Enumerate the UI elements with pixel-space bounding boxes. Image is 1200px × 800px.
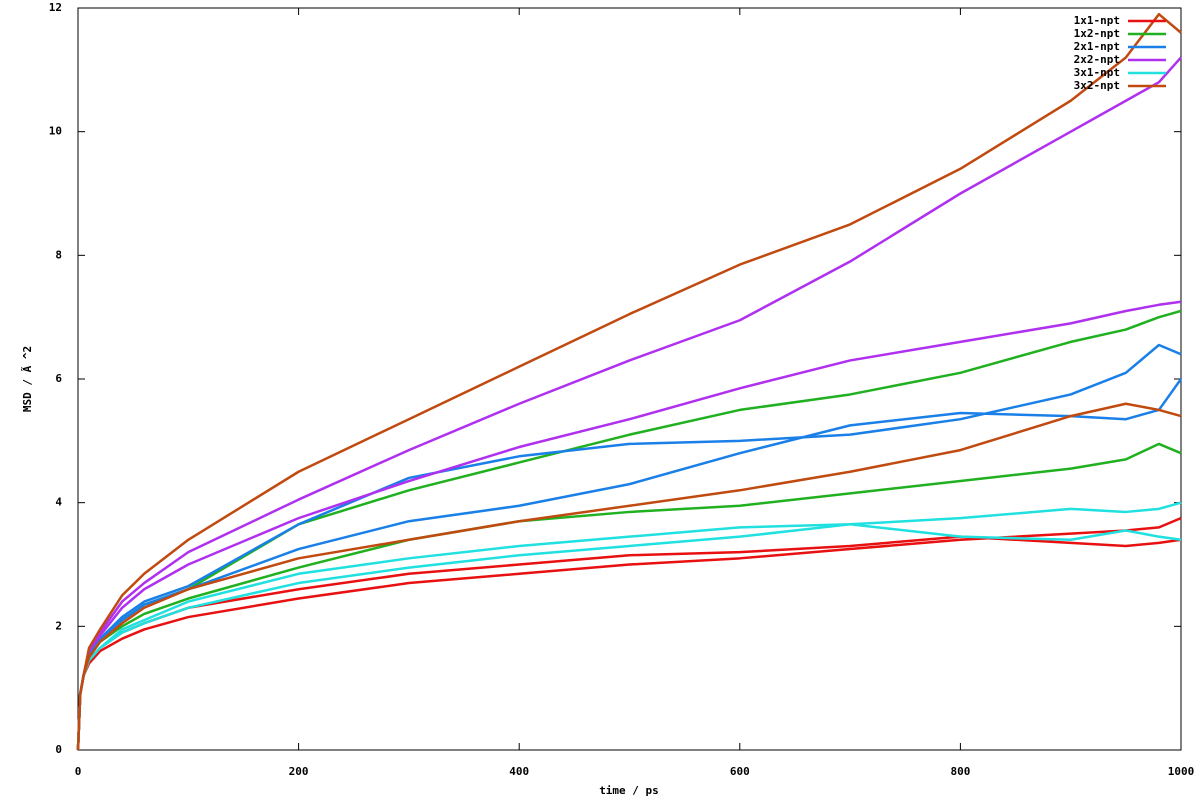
x-tick-label: 0 (75, 765, 82, 778)
x-tick-label: 400 (509, 765, 529, 778)
x-tick-label: 200 (289, 765, 309, 778)
y-tick-label: 6 (55, 372, 62, 385)
legend-label: 2x1-npt (1074, 40, 1120, 53)
legend-label: 3x1-npt (1074, 66, 1120, 79)
y-tick-label: 10 (49, 125, 62, 138)
plot-border (77, 7, 1182, 751)
legend-label: 3x2-npt (1074, 79, 1120, 92)
x-axis-label: time / ps (599, 784, 659, 797)
series-line (76, 309, 1182, 751)
y-tick-label: 12 (49, 1, 62, 14)
x-tick-label: 600 (730, 765, 750, 778)
legend-label: 1x1-npt (1074, 14, 1120, 27)
x-tick-label: 800 (950, 765, 970, 778)
y-tick-label: 8 (55, 248, 62, 261)
series-line (76, 402, 1182, 751)
series-line (76, 12, 1182, 751)
y-tick-label: 0 (55, 743, 62, 756)
legend-label: 2x2-npt (1074, 53, 1120, 66)
series-line (76, 343, 1182, 751)
series-line (76, 516, 1182, 751)
legend-label: 1x2-npt (1074, 27, 1120, 40)
y-tick-label: 2 (55, 619, 62, 632)
y-axis-label: MSD / Ã ^2 (21, 346, 34, 412)
x-tick-label: 1000 (1168, 765, 1195, 778)
series-line (76, 442, 1182, 751)
series-line (76, 56, 1182, 751)
y-tick-label: 4 (55, 496, 62, 509)
